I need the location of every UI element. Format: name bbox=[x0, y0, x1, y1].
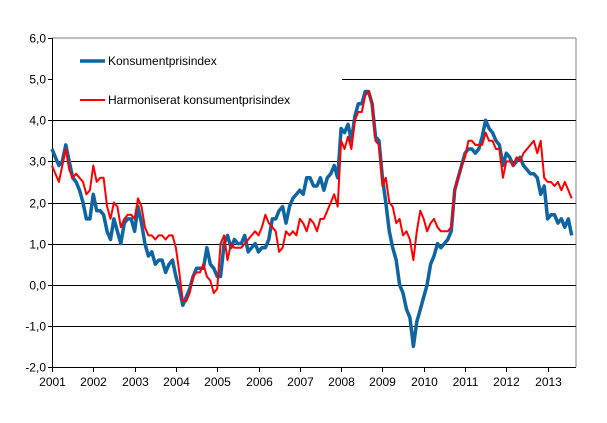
y-tick-label: 5,0 bbox=[29, 73, 46, 87]
x-tick-label: 2004 bbox=[163, 375, 190, 389]
x-tick-label: 2005 bbox=[204, 375, 231, 389]
x-axis: 2001 2002 2003 2004 2005 2006 2007 2008 2009 2010… bbox=[39, 367, 562, 389]
x-tick-label: 2013 bbox=[535, 375, 562, 389]
series-line-hikp bbox=[51, 90, 573, 303]
y-tick-label: 3,0 bbox=[29, 155, 46, 169]
y-tick-label: 6,0 bbox=[29, 32, 46, 46]
legend-label-kpi: Konsumentprisindex bbox=[108, 54, 217, 68]
legend-label-hikp: Harmoniserat konsumentprisindex bbox=[108, 93, 290, 107]
y-tick-label: 2,0 bbox=[29, 197, 46, 211]
x-tick-label: 2008 bbox=[328, 375, 355, 389]
x-tick-label: 2009 bbox=[369, 375, 396, 389]
y-axis: 6,0 5,0 4,0 3,0 2,0 1,0 0,0 -1,0 -2,0 bbox=[25, 32, 53, 375]
legend-background bbox=[53, 40, 342, 108]
y-tick-label: -1,0 bbox=[25, 320, 46, 334]
y-tick-label: 4,0 bbox=[29, 114, 46, 128]
x-tick-label: 2012 bbox=[493, 375, 520, 389]
y-tick-label: -2,0 bbox=[25, 361, 46, 375]
y-tick-label: 0,0 bbox=[29, 279, 46, 293]
x-tick-label: 2007 bbox=[287, 375, 314, 389]
x-tick-label: 2011 bbox=[453, 375, 479, 389]
x-tick-label: 2001 bbox=[39, 375, 66, 389]
y-tick-label: 1,0 bbox=[29, 238, 46, 252]
series-lines bbox=[50, 89, 574, 349]
x-tick-label: 2010 bbox=[411, 375, 438, 389]
legend: Konsumentprisindex Harmoniserat konsumen… bbox=[80, 54, 290, 107]
x-tick-label: 2003 bbox=[122, 375, 149, 389]
x-tick-label: 2002 bbox=[80, 375, 107, 389]
x-tick-label: 2006 bbox=[246, 375, 273, 389]
series-line-kpi bbox=[50, 89, 574, 349]
